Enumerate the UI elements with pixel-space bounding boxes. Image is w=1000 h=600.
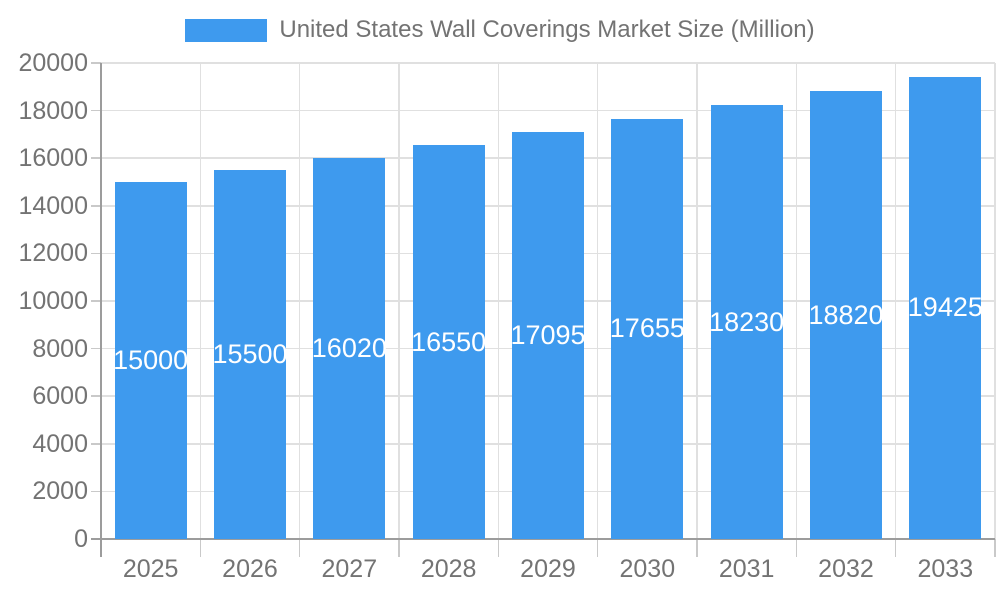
gridline-horizontal [101,62,995,64]
y-axis-tick-label: 12000 [18,239,88,268]
bar: 16550 [411,145,487,539]
y-axis-tick-label: 6000 [32,382,88,411]
y-axis-tick [91,395,101,397]
gridline-vertical [398,63,400,539]
y-axis-tick [91,62,101,64]
legend-swatch [185,18,268,42]
y-axis-tick [91,490,101,493]
y-axis-tick-label: 14000 [18,191,88,220]
x-axis-tick [696,539,698,557]
x-axis-tick [497,539,500,557]
y-axis-tick [91,109,101,112]
bar: 18820 [808,91,884,539]
bar: 19425 [907,76,983,539]
x-axis-tick-label: 2026 [222,555,278,583]
x-axis-tick-label: 2033 [917,555,974,583]
gridline-vertical [497,63,500,539]
gridline-vertical [894,63,897,539]
bar-value-label: 15000 [113,345,189,375]
bar-value-label: 18820 [808,299,884,330]
x-axis-tick [199,539,202,557]
y-axis-tick-label: 4000 [32,429,88,458]
x-axis-tick [894,539,897,557]
gridline-vertical [696,63,698,539]
x-axis-line [91,538,995,540]
y-axis-tick-label: 0 [74,525,88,553]
bar: 18230 [709,105,785,539]
gridline-vertical [994,63,996,539]
x-axis-tick-label: 2030 [619,555,676,583]
bar-value-label: 15500 [212,339,288,370]
y-axis-tick [91,157,101,159]
y-axis-tick-label: 20000 [18,49,88,77]
gridline-vertical [596,63,599,539]
x-axis-tick-label: 2028 [420,555,477,583]
y-axis-tick-label: 10000 [18,287,88,315]
legend-label: United States Wall Coverings Market Size… [279,16,815,43]
y-axis-tick [91,252,101,255]
y-axis-tick-label: 2000 [32,477,88,506]
bar-value-label: 18230 [709,306,785,337]
y-axis-tick [91,347,101,350]
y-axis-tick [91,443,101,445]
x-axis-tick-label: 2032 [818,555,874,583]
x-axis-tick-label: 2027 [321,555,378,583]
x-axis-tick-label: 2029 [520,555,576,583]
legend[interactable]: United States Wall Coverings Market Size… [0,16,1000,44]
bar: 17095 [510,132,586,539]
gridline-vertical [795,63,798,539]
y-axis-tick-label: 16000 [18,144,88,173]
x-axis-tick [398,539,400,557]
bar-value-label: 19425 [907,292,983,323]
x-axis-tick-label: 2025 [122,555,179,583]
x-axis-tick [994,539,996,557]
bar-value-label: 16020 [311,332,387,363]
bar: 16020 [311,157,387,539]
x-axis-tick-label: 2031 [718,555,775,583]
y-axis-line [99,63,102,557]
bar-value-label: 16550 [411,326,487,357]
bar: 15000 [113,182,189,539]
gridline-vertical [199,63,202,539]
y-axis-tick [91,205,101,207]
x-axis-tick [596,539,599,557]
y-axis-tick-label: 18000 [18,96,88,125]
bar-value-label: 17655 [609,313,685,344]
gridline-horizontal [101,109,995,112]
y-axis-tick-label: 8000 [32,334,88,363]
gridline-vertical [298,63,301,539]
bar: 15500 [212,170,288,539]
x-axis-tick [795,539,798,557]
x-axis-tick [298,539,301,557]
bar-value-label: 17095 [510,320,586,351]
bar: 17655 [609,118,685,539]
y-axis-tick [91,300,101,302]
